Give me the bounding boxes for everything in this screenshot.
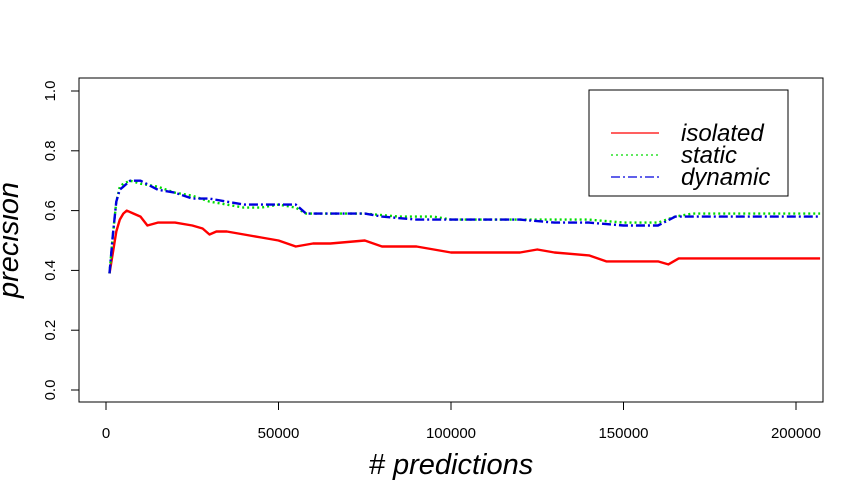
x-tick-label: 50000 (258, 425, 300, 442)
y-tick-label: 0.6 (42, 200, 59, 221)
legend-box (588, 89, 789, 197)
y-tick-label: 0.2 (42, 320, 59, 341)
series-line-dynamic (108, 179, 821, 274)
series-layer (108, 179, 821, 274)
y-tick-label: 0.4 (42, 260, 59, 281)
legend-label-dynamic: dynamic (681, 164, 770, 191)
y-axis: 0.0 0.2 0.4 0.6 0.8 1.0 (42, 81, 80, 401)
x-tick-label: 0 (102, 425, 110, 442)
legend-label-static: static (681, 142, 737, 169)
series-line-isolated (108, 209, 821, 274)
y-axis-title: precision (0, 182, 25, 299)
x-tick-label: 100000 (426, 425, 476, 442)
y-tick-label: 0.0 (42, 380, 59, 401)
legend-label-isolated: isolated (681, 120, 764, 147)
y-tick-label: 1.0 (42, 81, 59, 102)
y-tick-label: 0.8 (42, 140, 59, 161)
x-axis: 0 50000 100000 150000 200000 (102, 401, 821, 442)
x-axis-title: # predictions (369, 449, 533, 481)
x-tick-label: 150000 (598, 425, 648, 442)
x-tick-label: 200000 (771, 425, 821, 442)
